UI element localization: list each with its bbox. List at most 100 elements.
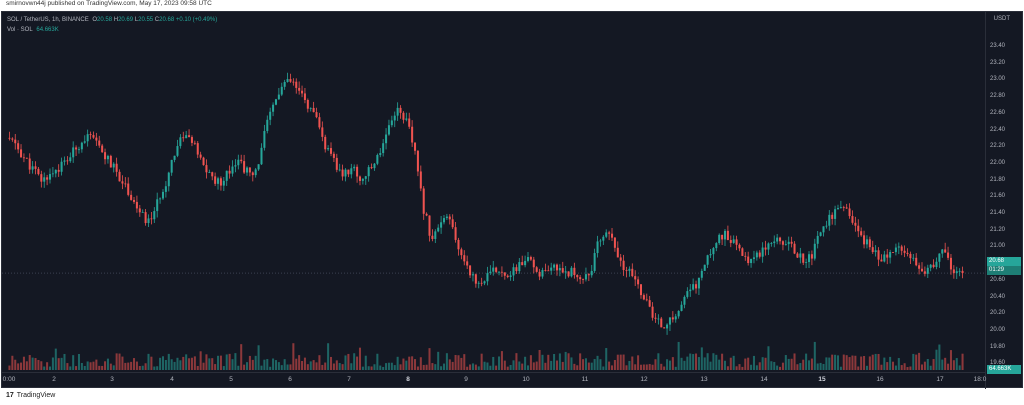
candle-body — [454, 227, 457, 240]
time-tick-label: 13 — [700, 376, 708, 383]
candle-body — [952, 269, 955, 274]
candle-body — [190, 137, 193, 143]
volume-bar — [133, 358, 136, 370]
candle-body — [254, 169, 257, 176]
candle-body — [231, 166, 234, 174]
candlestick-plot[interactable] — [2, 12, 985, 372]
volume-bar — [521, 363, 524, 370]
volume-bar — [657, 353, 660, 370]
candle-body — [628, 268, 631, 271]
volume-bar — [894, 365, 897, 370]
volume-bar — [14, 359, 17, 370]
volume-bar — [431, 363, 434, 370]
candle-body — [503, 272, 506, 276]
volume-bar — [613, 359, 616, 370]
volume-bar — [289, 364, 292, 370]
volume-bar — [219, 355, 222, 370]
volume-bar — [77, 353, 80, 370]
candle-body — [324, 136, 327, 150]
price-tick-label: 20.20 — [990, 310, 1006, 317]
candle-body — [668, 317, 671, 325]
volume-bar — [118, 353, 121, 370]
candle-body — [448, 216, 451, 220]
volume-bar — [483, 361, 486, 370]
volume-bar — [744, 358, 747, 370]
candle-body — [839, 207, 842, 209]
time-tick-label: 3 — [110, 376, 114, 383]
volume-badge: 64.663K — [987, 365, 1021, 374]
candle-body — [842, 207, 845, 208]
volume-bar — [185, 354, 188, 370]
price-tick-label: 20.60 — [990, 276, 1006, 283]
volume-bar — [92, 361, 95, 370]
last-price-value: 20.68 — [989, 258, 1005, 264]
volume-bar — [695, 353, 698, 370]
candle-body — [883, 254, 886, 262]
candle-body — [217, 178, 220, 184]
price-tick-label: 20.40 — [990, 293, 1006, 300]
volume-bar — [892, 361, 895, 370]
volume-bar — [367, 366, 370, 370]
candle-body — [790, 241, 793, 244]
volume-bar — [718, 359, 721, 370]
volume-bar — [344, 355, 347, 370]
volume-bar — [602, 366, 605, 370]
volume-bar — [584, 358, 587, 370]
candle-body — [127, 183, 130, 195]
candle-body — [958, 270, 961, 272]
legend-symbol[interactable]: SOL / TetherUS, 1h, BINANCE — [7, 17, 89, 23]
candle-body — [321, 127, 324, 137]
time-tick-label: 16 — [876, 376, 884, 383]
candle-body — [361, 178, 364, 181]
volume-bar — [66, 363, 69, 370]
volume-bar — [648, 364, 651, 370]
candle-body — [245, 167, 249, 173]
volume-bar — [164, 359, 167, 370]
volume-bar — [553, 353, 556, 370]
candle-body — [130, 194, 133, 200]
candle-body — [214, 176, 217, 184]
candle-body — [735, 239, 738, 245]
candle-body — [428, 215, 431, 236]
volume-bar — [524, 356, 527, 370]
candle-body — [176, 146, 179, 156]
volume-bar — [674, 366, 677, 370]
time-tick-label: 15 — [818, 376, 826, 383]
time-tick-label: 17 — [936, 376, 944, 383]
volume-bar — [897, 358, 900, 370]
candle-body — [115, 163, 118, 172]
tradingview-logo[interactable]: 17 TradingView — [6, 392, 55, 399]
price-axis[interactable]: 23.40 23.20 23.00 22.80 22.60 22.40 22.20 22.00… — [985, 12, 1024, 389]
volume-bar — [303, 357, 306, 370]
volume-bar — [471, 363, 474, 370]
candle-body — [469, 265, 472, 276]
candle-body — [358, 176, 361, 181]
volume-bar — [46, 362, 49, 370]
candle-body — [657, 318, 660, 320]
volume-bar — [747, 357, 750, 370]
volume-bar — [654, 359, 657, 370]
candle-body — [587, 274, 590, 276]
legend-low-label: L — [134, 17, 139, 23]
candle-body — [54, 169, 57, 174]
volume-bar — [135, 361, 138, 370]
candle-body — [721, 234, 724, 240]
volume-bar — [550, 360, 553, 370]
volume-bar — [767, 346, 770, 370]
volume-bar — [411, 356, 414, 370]
candle-body — [625, 270, 628, 271]
tradingview-logo-icon: 17 — [6, 392, 14, 399]
candle-body — [263, 130, 266, 148]
candle-body — [555, 264, 558, 271]
candle-body — [202, 157, 205, 166]
candle-body — [865, 239, 868, 245]
candle-body — [422, 188, 425, 214]
legend-volume-label[interactable]: Vol · SOL — [7, 27, 33, 33]
volume-bar — [564, 351, 567, 370]
candle-body — [312, 107, 315, 113]
candle-body — [680, 304, 683, 311]
candle-body — [77, 149, 80, 151]
price-chart[interactable]: SOL / TetherUS, 1h, BINANCE O20.58 H20.6… — [1, 11, 1024, 389]
time-axis[interactable]: 0:00 2 3 4 5 6 7 8 9 10 11 12 13 14 15 16 17 18:0 — [2, 372, 986, 389]
price-tick-label: 22.80 — [990, 93, 1006, 100]
